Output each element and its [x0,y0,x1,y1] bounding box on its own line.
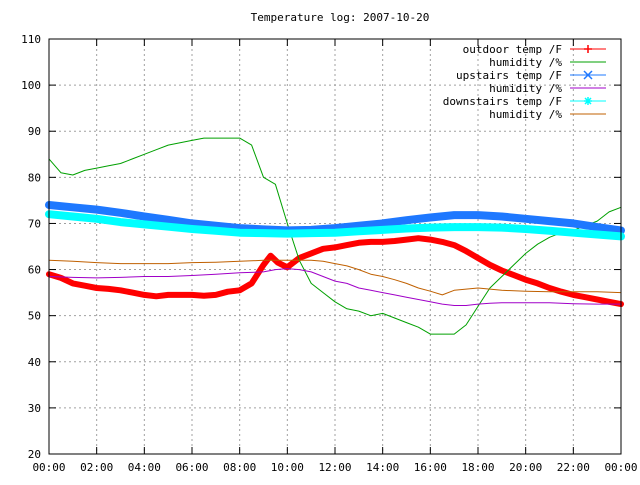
x-tick-label: 20:00 [509,461,542,474]
series-layer [45,137,625,335]
y-tick-label: 80 [28,171,41,184]
legend-label-1: humidity /% [489,56,562,69]
x-tick-label: 16:00 [414,461,447,474]
x-tick-label: 06:00 [175,461,208,474]
y-tick-label: 40 [28,356,41,369]
x-tick-label: 22:00 [557,461,590,474]
series-line-5 [48,259,622,296]
plot-frame [48,38,622,455]
y-tick-label: 110 [21,33,41,46]
y-tick-label: 90 [28,125,41,138]
y-tick-label: 70 [28,217,41,230]
y-tick-label: 100 [21,79,41,92]
series-line-1 [48,137,622,335]
x-tick-label: 18:00 [461,461,494,474]
x-tick-label: 12:00 [318,461,351,474]
x-tick-label: 02:00 [80,461,113,474]
x-tick-label: 04:00 [128,461,161,474]
x-tick-label: 08:00 [223,461,256,474]
x-tick-label: 00:00 [604,461,637,474]
x-tick-label: 00:00 [32,461,65,474]
x-tick-label: 10:00 [271,461,304,474]
legend-label-4: downstairs temp /F [443,95,562,108]
grid [49,39,621,454]
y-tick-label: 60 [28,264,41,277]
y-tick-label: 30 [28,402,41,415]
legend-marker-plus [584,45,592,53]
legend-label-3: humidity /% [489,82,562,95]
legend-label-2: upstairs temp /F [456,69,562,82]
legend-label-0: outdoor temp /F [463,43,562,56]
series-line-0 [46,235,624,308]
legend-label-5: humidity /% [489,108,562,121]
series-line-4 [45,210,625,241]
legend-marker-cross [583,70,593,80]
y-tick-label: 50 [28,310,41,323]
legend-marker-star [584,97,592,105]
series-line-3 [48,268,622,306]
y-tick-label: 20 [28,448,41,461]
chart-title: Temperature log: 2007-10-20 [251,11,430,24]
x-tick-label: 14:00 [366,461,399,474]
axes: 20 30 40 50 60 70 80 90 100 110 00:00 02:00 04:00 06:… [21,33,637,474]
series-line-2 [45,201,625,235]
